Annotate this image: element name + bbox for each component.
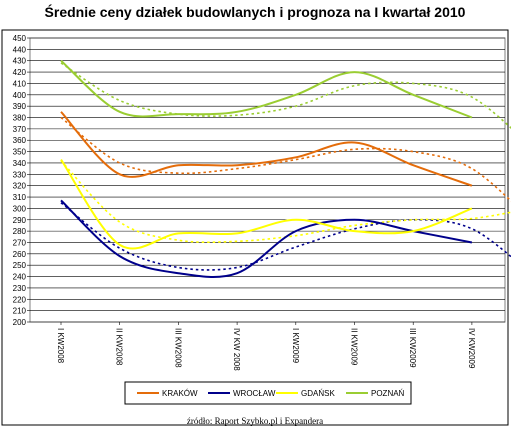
legend-label: GDAŃSK bbox=[301, 389, 335, 398]
trend-line-gdańsk bbox=[60, 160, 511, 244]
y-tick-label: 310 bbox=[13, 193, 27, 202]
y-tick-label: 240 bbox=[13, 273, 27, 282]
legend-label: POZNAŃ bbox=[371, 389, 405, 398]
x-tick-label: III KW2009 bbox=[408, 328, 417, 368]
series-lines bbox=[60, 59, 473, 279]
chart-border bbox=[1, 29, 509, 426]
y-tick-label: 260 bbox=[13, 250, 27, 259]
x-tick-label: II KW2009 bbox=[350, 328, 359, 366]
y-tick-label: 230 bbox=[13, 284, 27, 293]
y-tick-label: 320 bbox=[13, 182, 27, 191]
trend-line-poznań bbox=[60, 62, 511, 130]
y-tick-label: 350 bbox=[13, 148, 27, 157]
y-tick-label: 220 bbox=[13, 295, 27, 304]
y-tick-label: 200 bbox=[13, 318, 27, 327]
x-tick-label: III KW2008 bbox=[173, 328, 182, 368]
y-tick-label: 420 bbox=[13, 68, 27, 77]
y-tick-label: 390 bbox=[13, 102, 27, 111]
plot-area bbox=[29, 37, 506, 323]
y-tick-label: 430 bbox=[13, 57, 27, 66]
y-tick-label: 330 bbox=[13, 170, 27, 179]
trend-lines bbox=[60, 62, 511, 271]
trend-line-wrocław bbox=[60, 202, 511, 271]
y-tick-label: 370 bbox=[13, 125, 27, 134]
source-note: źródło: Raport Szybko.pl i Expandera bbox=[187, 416, 323, 426]
y-tick-label: 290 bbox=[13, 216, 27, 225]
y-tick-label: 340 bbox=[13, 159, 27, 168]
y-tick-label: 440 bbox=[13, 45, 27, 54]
series-line-wrocław bbox=[60, 199, 473, 279]
series-line-gdańsk bbox=[60, 159, 473, 250]
x-tick-label: I KW2008 bbox=[56, 328, 65, 364]
x-tick-label: IV KW2009 bbox=[467, 328, 476, 369]
y-tick-label: 250 bbox=[13, 261, 27, 270]
x-axis-ticks: I KW2008 II KW2008 III KW2008 IV KW 2008 I K… bbox=[56, 322, 476, 371]
y-tick-label: 210 bbox=[13, 307, 27, 316]
series-line-poznań bbox=[60, 59, 473, 119]
chart-title: Średnie ceny działek budowlanych i progn… bbox=[45, 3, 466, 20]
y-tick-label: 400 bbox=[13, 91, 27, 100]
y-tick-label: 450 bbox=[13, 34, 27, 43]
y-tick-label: 360 bbox=[13, 136, 27, 145]
legend-box bbox=[124, 381, 412, 405]
legend-label: WROCŁAW bbox=[233, 389, 276, 398]
y-tick-label: 270 bbox=[13, 238, 27, 247]
y-tick-label: 410 bbox=[13, 79, 27, 88]
y-tick-label: 300 bbox=[13, 204, 27, 213]
x-tick-label: IV KW 2008 bbox=[232, 328, 241, 371]
y-axis-ticks: 200 210 220 230 240 250 260 270 280 290 300 310 320 3… bbox=[13, 34, 30, 327]
y-tick-label: 280 bbox=[13, 227, 27, 236]
trend-line-kraków bbox=[60, 116, 511, 203]
legend-label: KRAKÓW bbox=[162, 389, 198, 398]
y-tick-label: 380 bbox=[13, 114, 27, 123]
legend: KRAKÓW WROCŁAW GDAŃSK POZNAŃ bbox=[137, 389, 405, 398]
series-line-kraków bbox=[60, 111, 473, 187]
x-tick-label: I KW2009 bbox=[291, 328, 300, 364]
x-tick-label: II KW2008 bbox=[115, 328, 124, 366]
